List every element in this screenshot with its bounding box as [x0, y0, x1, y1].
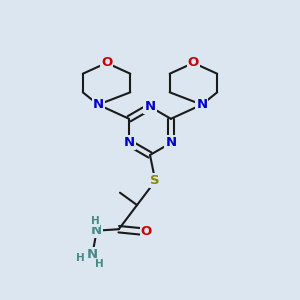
Text: N: N [124, 136, 135, 149]
Text: H: H [95, 259, 104, 269]
Text: N: N [91, 224, 102, 237]
Text: S: S [151, 174, 160, 188]
Text: N: N [87, 248, 98, 261]
Text: H: H [91, 216, 100, 226]
Text: N: N [93, 98, 104, 111]
Text: N: N [144, 100, 156, 113]
Text: N: N [196, 98, 207, 111]
Text: H: H [76, 253, 84, 263]
Text: O: O [101, 56, 112, 69]
Text: N: N [165, 136, 176, 149]
Text: O: O [141, 225, 152, 238]
Text: O: O [188, 56, 199, 69]
